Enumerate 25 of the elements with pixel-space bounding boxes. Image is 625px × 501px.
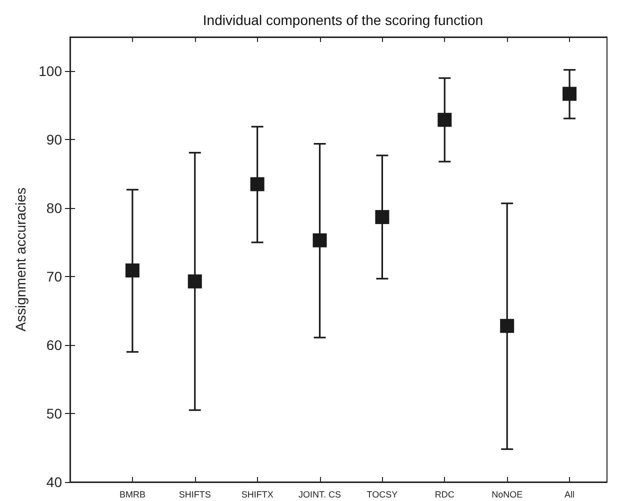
point: [250, 177, 264, 192]
x-tick-label: All: [564, 490, 575, 500]
point: [125, 263, 140, 278]
y-tick-label: 100: [38, 63, 62, 80]
x-tick-label: RDC: [434, 490, 455, 500]
point: [562, 86, 577, 101]
y-tick-label: 70: [46, 268, 62, 285]
x-tick-label: JOINT. CS: [298, 490, 342, 500]
y-tick-label: 40: [46, 474, 62, 490]
point: [188, 274, 202, 288]
point: [438, 112, 452, 127]
y-axis-title: Assignment accuracies: [12, 188, 29, 332]
x-tick-label: SHIFTX: [241, 490, 274, 500]
y-tick-label: 50: [46, 406, 62, 422]
point: [312, 233, 327, 248]
x-tick-label: NoNOE: [492, 490, 523, 500]
y-tick-label: 80: [46, 200, 62, 216]
x-tick-label: SHIFTS: [178, 490, 211, 500]
x-tick-label: TOCSY: [366, 490, 398, 500]
point: [500, 318, 514, 333]
y-tick-label: 60: [46, 337, 62, 354]
x-tick-label: BMRB: [119, 490, 146, 500]
chart-title: Individual components of the scoring function: [202, 12, 484, 28]
point: [375, 210, 390, 224]
y-tick-label: 90: [46, 132, 62, 148]
